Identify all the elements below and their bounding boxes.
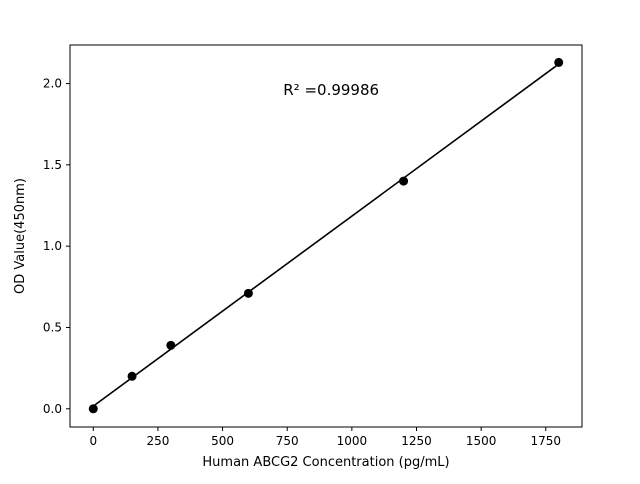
y-tick-label: 0.0 bbox=[43, 402, 62, 416]
data-point bbox=[166, 340, 176, 350]
x-tick-label: 1500 bbox=[466, 434, 497, 448]
x-tick-label: 750 bbox=[276, 434, 299, 448]
y-tick-label: 1.5 bbox=[43, 158, 62, 172]
r-squared-annotation: R² =0.99986 bbox=[283, 81, 379, 99]
x-tick-label: 1250 bbox=[401, 434, 432, 448]
data-point bbox=[88, 404, 98, 414]
x-axis-label: Human ABCG2 Concentration (pg/mL) bbox=[202, 455, 449, 470]
x-tick-label: 250 bbox=[146, 434, 169, 448]
x-tick-label: 1000 bbox=[337, 434, 368, 448]
y-axis-label: OD Value(450nm) bbox=[13, 178, 28, 294]
data-point bbox=[127, 371, 137, 381]
x-tick-label: 0 bbox=[89, 434, 97, 448]
y-tick-label: 2.0 bbox=[43, 77, 62, 91]
data-point bbox=[554, 57, 564, 67]
data-point bbox=[399, 176, 409, 186]
plot-frame bbox=[69, 44, 583, 428]
y-tick-label: 1.0 bbox=[43, 239, 62, 253]
x-tick-label: 1750 bbox=[531, 434, 562, 448]
y-tick-label: 0.5 bbox=[43, 320, 62, 334]
x-tick-label: 500 bbox=[211, 434, 234, 448]
data-point bbox=[243, 288, 253, 298]
